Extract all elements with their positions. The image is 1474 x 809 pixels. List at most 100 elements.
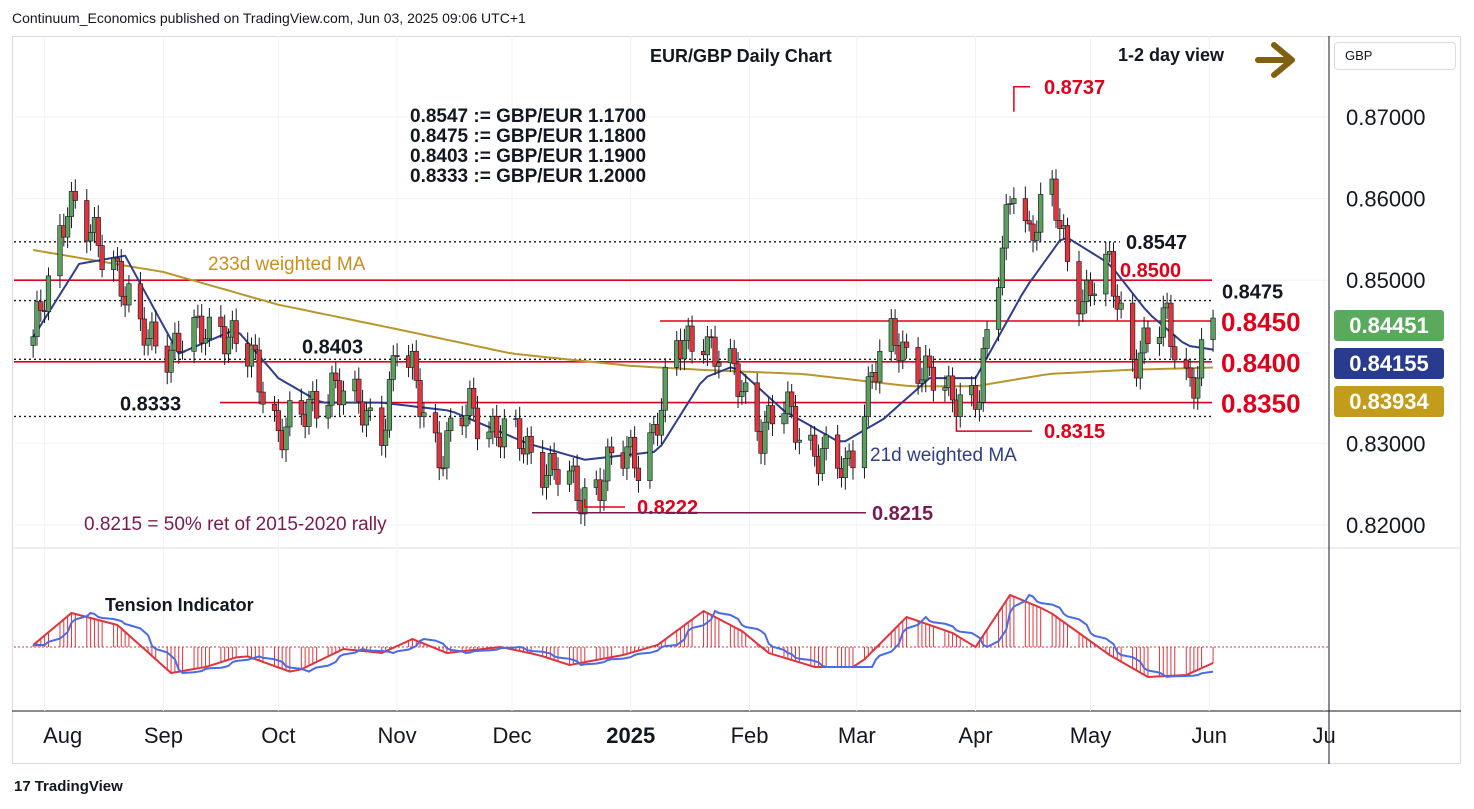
candle	[168, 342, 174, 383]
candle	[413, 340, 419, 389]
candle	[225, 328, 232, 364]
x-tick-label: Apr	[958, 723, 992, 748]
candle	[145, 329, 151, 356]
candle	[1022, 186, 1028, 233]
candle	[333, 361, 339, 389]
candle	[1210, 309, 1216, 352]
candle	[95, 205, 101, 258]
candle	[704, 325, 710, 367]
conversion-note: 0.8547 := GBP/EUR 1.1700	[410, 106, 646, 127]
y-tick-label: 0.85000	[1346, 268, 1426, 293]
candle	[904, 333, 910, 359]
candle	[1080, 289, 1086, 322]
candle	[789, 383, 795, 419]
candle	[386, 371, 393, 438]
candle	[689, 315, 695, 364]
tension-signal-line	[33, 593, 1214, 679]
candle	[494, 404, 500, 447]
candle	[754, 373, 760, 441]
candle	[486, 421, 492, 448]
candle	[329, 365, 335, 418]
candle	[57, 214, 63, 289]
candle	[463, 404, 469, 439]
candle	[823, 426, 829, 461]
tradingview-logo[interactable]: 17 TradingView	[14, 778, 123, 795]
conversion-note: 0.8403 := GBP/EUR 1.1900	[410, 146, 646, 167]
candle	[417, 368, 423, 429]
candle	[432, 403, 438, 443]
candle	[1103, 242, 1109, 307]
candle	[367, 398, 373, 421]
tension-label: Tension Indicator	[105, 595, 254, 615]
candle	[930, 356, 937, 402]
candle	[252, 334, 258, 359]
candle	[1038, 182, 1044, 243]
level-label: 0.8475	[1222, 282, 1283, 304]
view-label: 1-2 day view	[1118, 45, 1225, 65]
candle	[1198, 328, 1205, 387]
candle	[1130, 294, 1136, 372]
x-tick-label: Oct	[261, 723, 295, 748]
tension-line	[32, 593, 1214, 679]
price-badge: 0.84451	[1334, 310, 1444, 341]
candle	[1057, 208, 1063, 241]
candle	[137, 271, 144, 331]
candle	[796, 428, 802, 455]
candle	[275, 399, 281, 443]
candle	[942, 375, 948, 402]
candle	[999, 235, 1005, 296]
candle	[1026, 210, 1032, 232]
candle	[72, 179, 78, 209]
candle	[1168, 294, 1174, 359]
candle	[126, 275, 132, 313]
candle	[471, 377, 477, 420]
candle	[325, 394, 331, 429]
candle	[287, 391, 293, 437]
candle	[179, 340, 186, 360]
candle	[1087, 272, 1094, 307]
candle	[283, 417, 289, 463]
ma233-label: 233d weighted MA	[208, 254, 366, 275]
candle	[877, 339, 883, 394]
candle	[781, 401, 787, 434]
candle	[543, 464, 550, 500]
candle	[926, 348, 933, 377]
candle	[256, 337, 262, 405]
candle	[739, 379, 745, 405]
candle	[601, 469, 607, 511]
candle	[850, 440, 856, 480]
y-tick-label: 0.82000	[1346, 513, 1426, 538]
candle	[114, 246, 121, 272]
currency-selector[interactable]: GBP	[1334, 42, 1456, 70]
level-label: 0.8403	[302, 336, 363, 358]
candle	[647, 422, 653, 489]
x-tick-label: Feb	[731, 723, 769, 748]
candle	[65, 207, 71, 249]
candle	[1195, 366, 1201, 410]
annotation-retracement: 0.8215	[872, 503, 933, 525]
candle	[528, 426, 534, 465]
candle	[1160, 295, 1166, 347]
candle	[792, 394, 799, 450]
candle	[1110, 242, 1117, 308]
candle	[298, 388, 304, 426]
chart-frame	[12, 36, 1461, 764]
candle	[1091, 282, 1097, 306]
low-marker	[584, 499, 625, 508]
candle	[1034, 220, 1040, 251]
candle	[712, 325, 718, 375]
tradingview-logo-icon: 17	[14, 778, 31, 795]
x-tick-label: Sep	[144, 723, 183, 748]
candle	[574, 454, 580, 511]
candle	[892, 309, 898, 355]
low-marker	[955, 419, 1032, 432]
annotation-low: 0.8315	[1044, 421, 1105, 443]
candle	[624, 435, 630, 481]
candle	[865, 366, 871, 427]
candle	[662, 358, 668, 423]
candle	[984, 321, 990, 360]
candle	[919, 367, 925, 393]
candle	[1137, 340, 1143, 390]
candle	[141, 307, 147, 356]
